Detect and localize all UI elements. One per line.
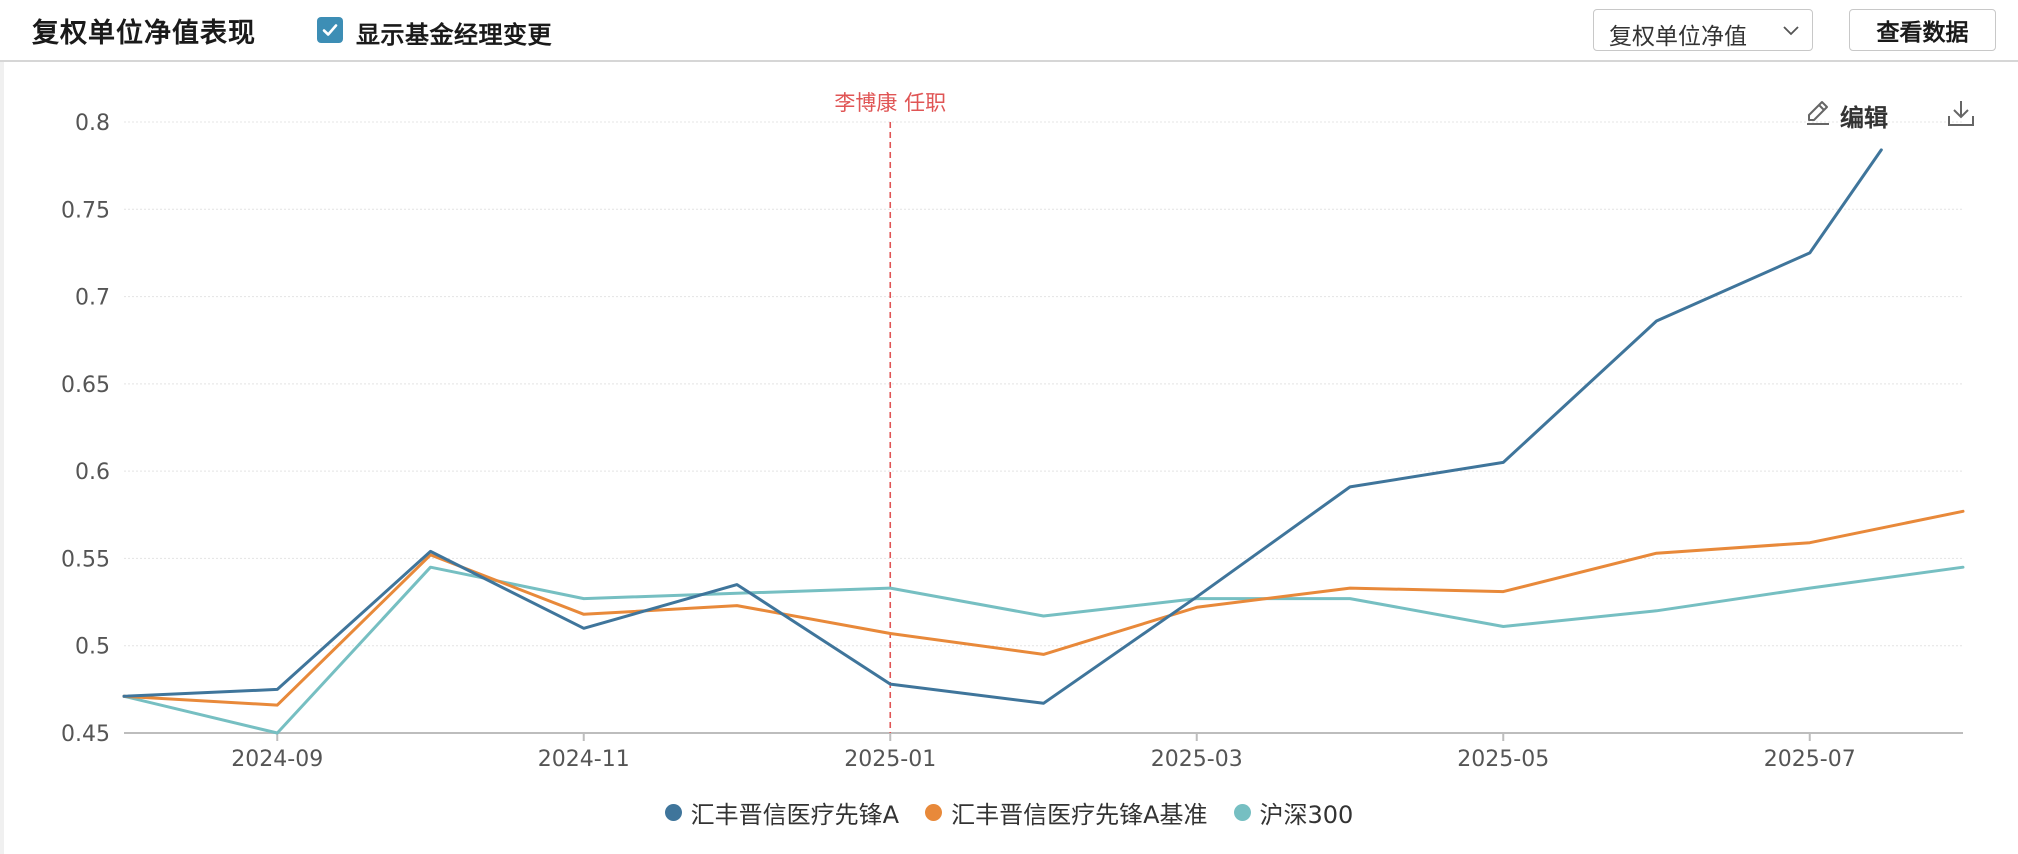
y-tick-label: 0.65 <box>61 373 110 398</box>
x-tick-label: 2025-05 <box>1457 747 1549 772</box>
x-tick-label: 2024-11 <box>538 747 630 772</box>
legend-dot-icon <box>925 804 942 821</box>
legend-item[interactable]: 汇丰晋信医疗先锋A <box>665 795 899 830</box>
series-line <box>124 567 1963 733</box>
legend-label: 汇丰晋信医疗先锋A <box>691 795 899 830</box>
legend-dot-icon <box>665 804 682 821</box>
chart-legend: 汇丰晋信医疗先锋A 汇丰晋信医疗先锋A基准 沪深300 <box>0 795 2018 829</box>
legend-item[interactable]: 汇丰晋信医疗先锋A基准 <box>925 795 1207 830</box>
legend-item[interactable]: 沪深300 <box>1234 795 1354 830</box>
series-line <box>124 150 1881 703</box>
download-icon[interactable] <box>1946 98 1976 128</box>
x-tick-label: 2025-07 <box>1764 747 1856 772</box>
x-tick-label: 2024-09 <box>231 747 323 772</box>
y-tick-label: 0.5 <box>75 635 110 660</box>
pencil-icon[interactable] <box>1803 98 1833 128</box>
legend-label: 沪深300 <box>1260 795 1354 830</box>
series-line <box>124 511 1963 705</box>
x-tick-label: 2025-03 <box>1151 747 1243 772</box>
y-tick-label: 0.8 <box>75 111 110 136</box>
y-tick-label: 0.7 <box>75 286 110 311</box>
x-tick-label: 2025-01 <box>844 747 936 772</box>
y-tick-label: 0.6 <box>75 460 110 485</box>
y-tick-label: 0.55 <box>61 547 110 572</box>
legend-dot-icon <box>1234 804 1251 821</box>
edit-button[interactable]: 编辑 <box>1840 98 1888 133</box>
y-tick-label: 0.75 <box>61 198 110 223</box>
manager-change-label: 李博康 任职 <box>834 91 946 115</box>
y-tick-label: 0.45 <box>61 722 110 747</box>
legend-label: 汇丰晋信医疗先锋A基准 <box>951 795 1207 830</box>
